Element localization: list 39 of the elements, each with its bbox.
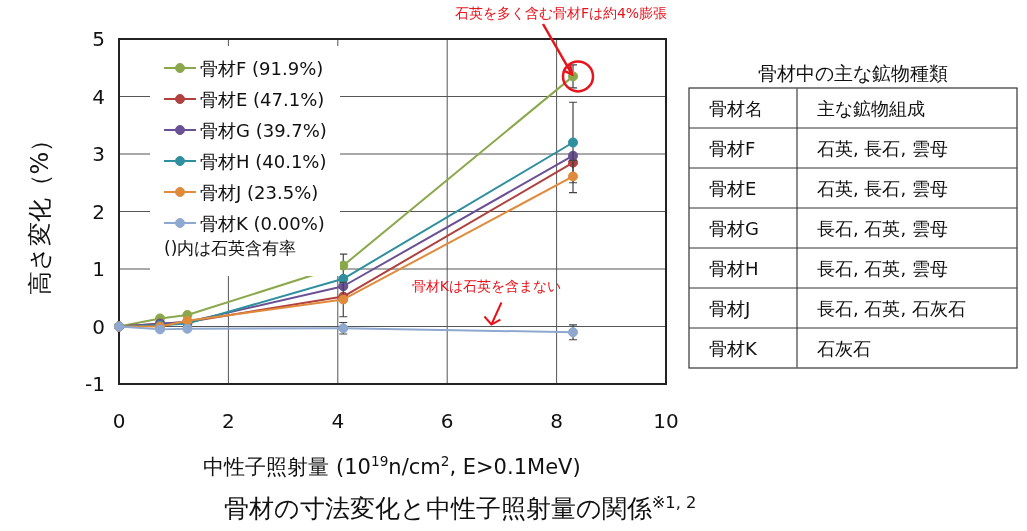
text: 骨材中の主な鉱物種類 — [758, 62, 948, 84]
x-tick-label: 4 — [331, 409, 345, 433]
category-label: 骨材F — [709, 138, 756, 159]
y-axis-title: 高さ変化（%） — [26, 127, 54, 296]
text: 長石, 石英, 石灰石 — [817, 298, 966, 319]
y-tick-label: 2 — [92, 199, 105, 224]
x-tick-label: 0 — [112, 409, 126, 433]
text: 長石, 石英, 雲母 — [817, 218, 948, 239]
text: 石灰石 — [817, 338, 871, 359]
category-label: 主な鉱物組成 — [817, 98, 925, 119]
category-label: 骨材K — [709, 338, 757, 359]
x-tick-label: 8 — [550, 409, 563, 433]
category-label: 骨材名 — [709, 98, 763, 119]
y-tick-label: 4 — [92, 84, 105, 109]
text: 長石, 石英, 雲母 — [817, 258, 948, 279]
x-tick-label: 10 — [653, 409, 679, 433]
x-tick-label: 6 — [440, 409, 454, 433]
category-label: 骨材G — [709, 218, 759, 239]
annotation: 石英を多く含む骨材Fは約4%膨張 — [454, 5, 668, 21]
x-axis-title: 中性子照射量 (10$^{19}$n/cm$^{2}$, E>0.1MeV) — [203, 453, 581, 479]
x-tick-label: 2 — [222, 409, 235, 433]
y-tick-label: 1 — [92, 257, 105, 281]
y-tick-label: 0 — [92, 314, 105, 339]
category-label: 骨材E — [709, 178, 757, 199]
category-label: 骨材H — [709, 258, 759, 279]
legend-label: 骨材E (47.1%) — [200, 89, 325, 110]
text: 石英, 長石, 雲母 — [817, 178, 948, 199]
category-label: 骨材J — [709, 298, 751, 319]
y-tick-label: -1 — [85, 372, 105, 396]
legend-label: 骨材J (23.5%) — [200, 182, 319, 203]
text: 骨材の寸法変化と中性子照射量の関係$^{※1, 2}$ — [223, 492, 697, 523]
y-tick-label: 5 — [92, 27, 105, 51]
legend-label: 骨材F (91.9%) — [200, 58, 324, 79]
legend-label: 骨材H (40.1%) — [200, 151, 327, 172]
legend-label: 骨材G (39.7%) — [200, 120, 327, 141]
text: 石英, 長石, 雲母 — [817, 138, 948, 159]
y-tick-label: 3 — [92, 142, 105, 166]
legend-label: 骨材K (0.00%) — [200, 213, 325, 234]
annotation: ()内は石英含有率 — [164, 238, 297, 258]
